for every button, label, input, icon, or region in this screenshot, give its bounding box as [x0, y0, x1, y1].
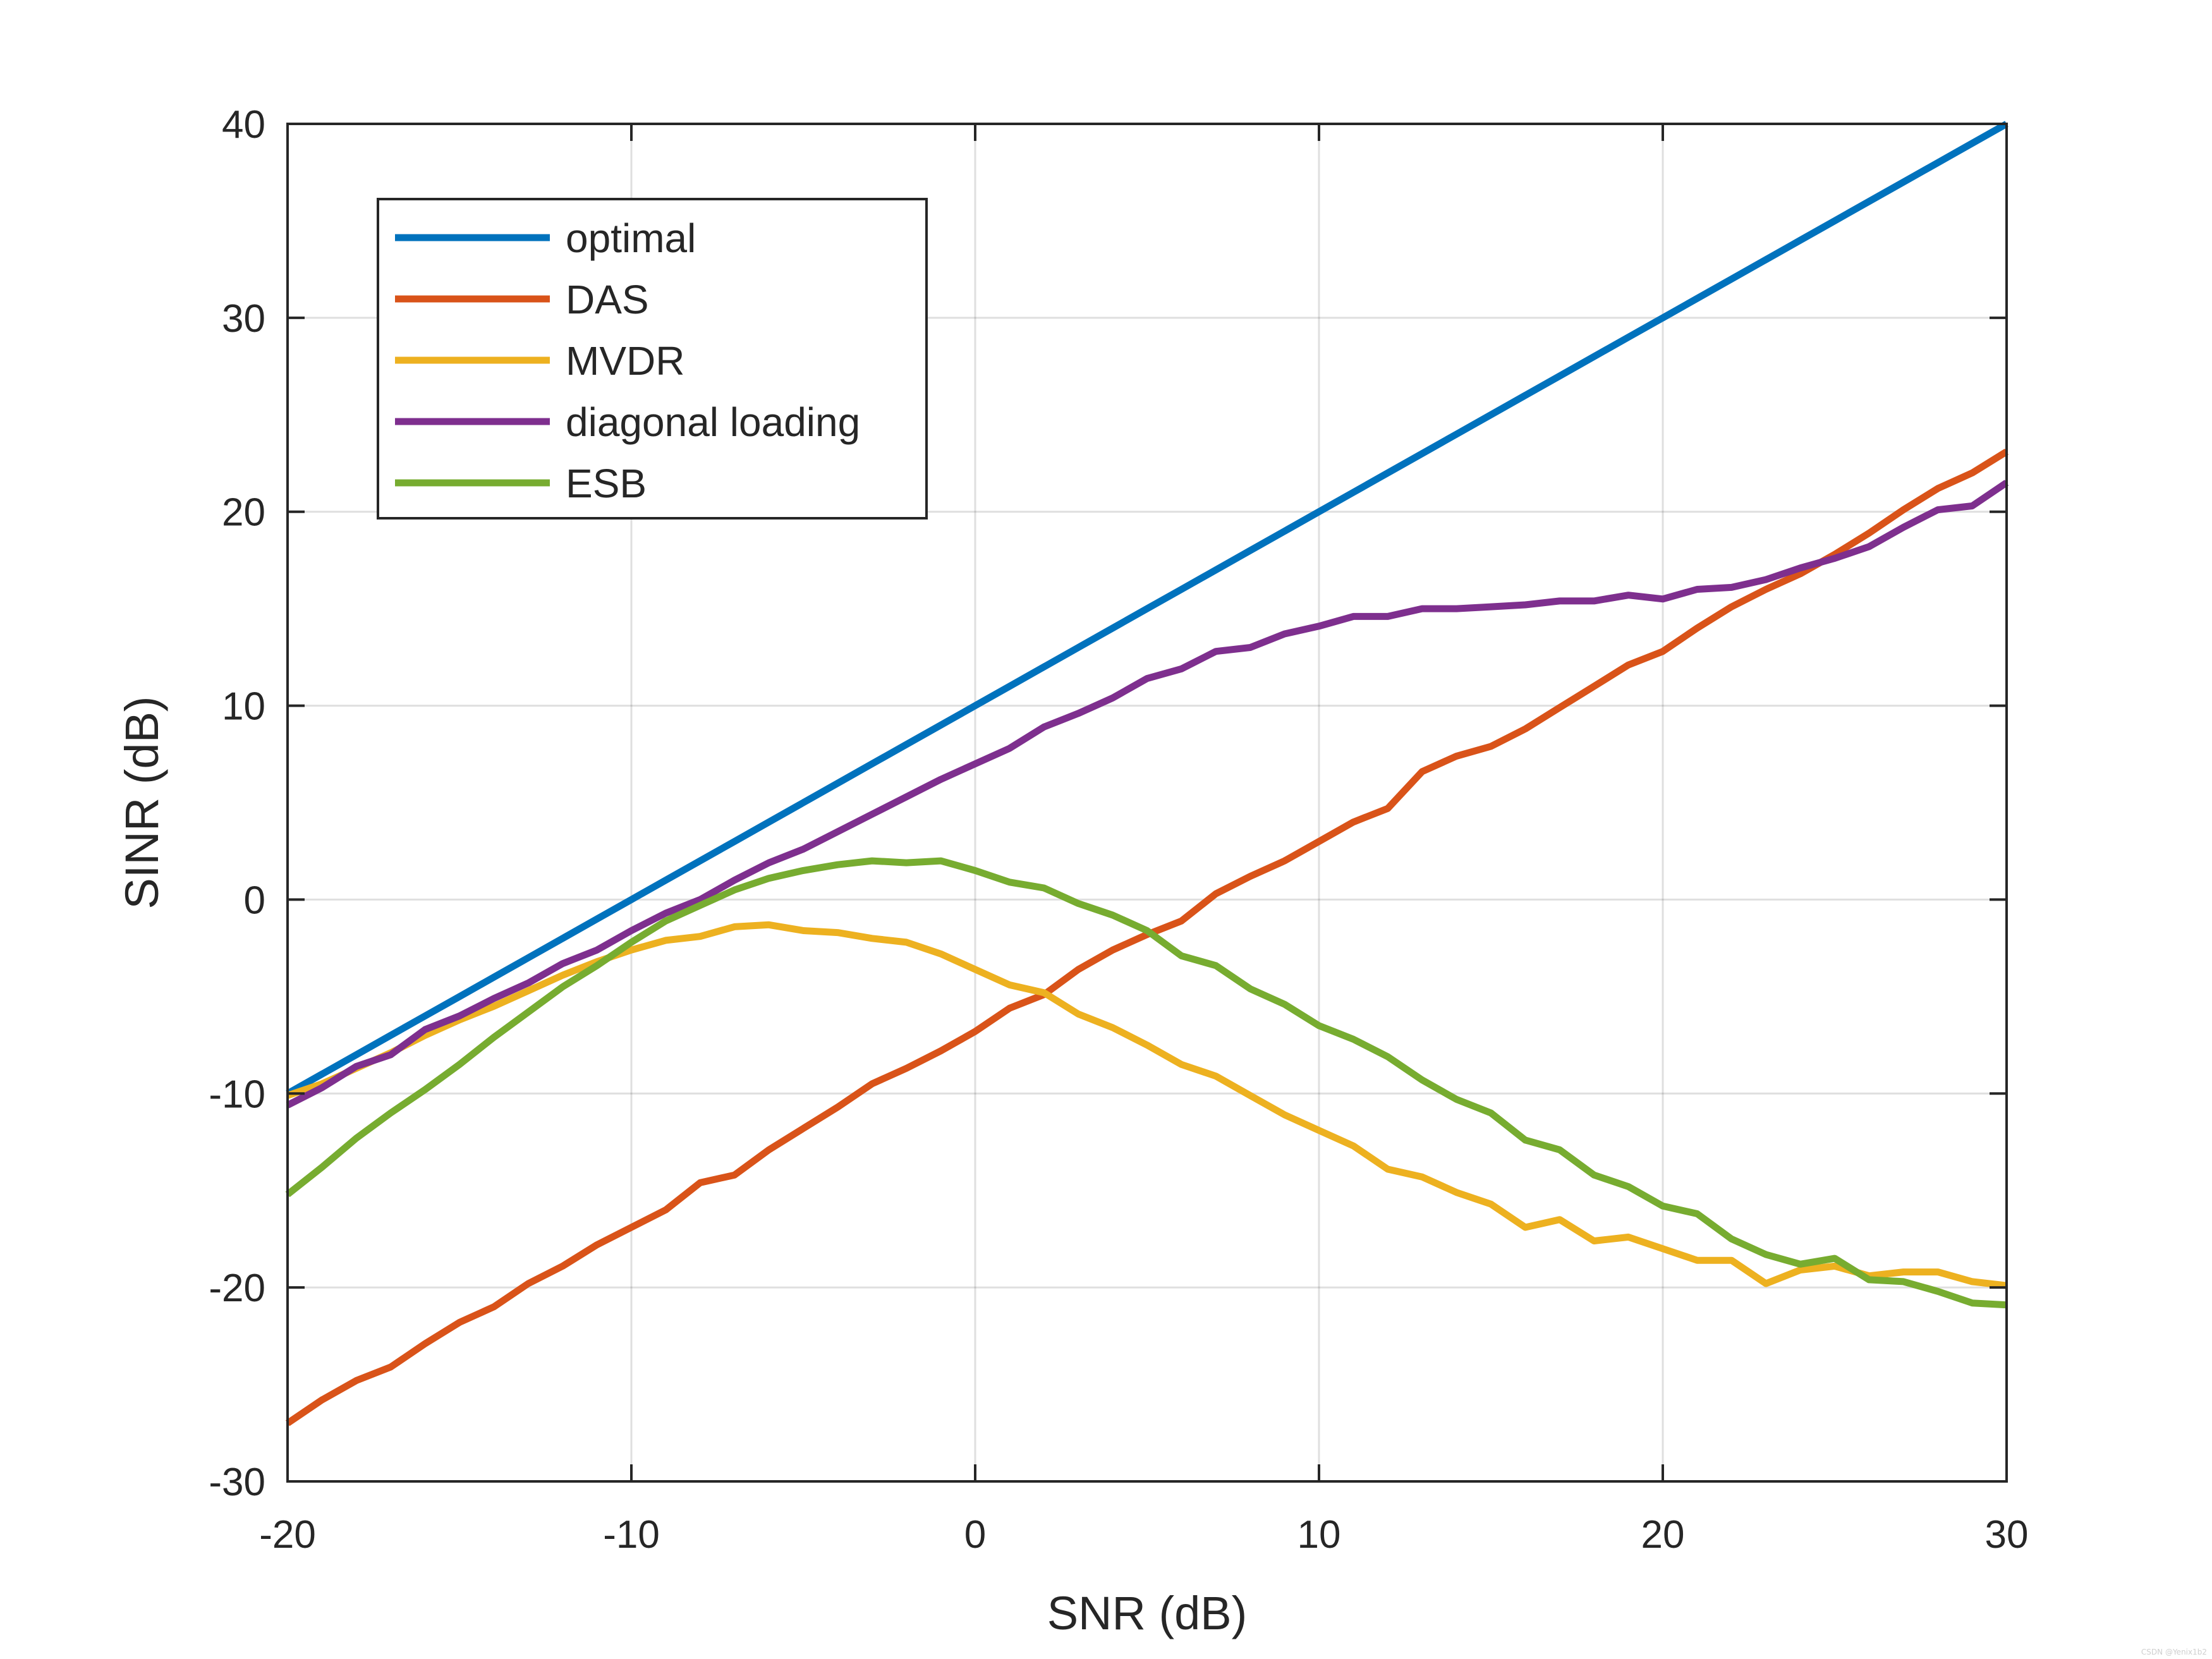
x-tick-label: 10: [1297, 1513, 1341, 1557]
y-tick-label: -30: [209, 1461, 265, 1504]
series-line-diagonal-loading: [286, 480, 2009, 1109]
x-tick-label: 0: [964, 1513, 986, 1557]
series-line-esb: [285, 857, 2007, 1309]
x-axis-label: SNR (dB): [1047, 1587, 1248, 1639]
y-tick-label: 40: [222, 103, 265, 147]
y-tick-label: 30: [222, 297, 265, 341]
legend-items: optimal DAS MVDR diagonal loading ESB: [395, 216, 860, 506]
legend-label-optimal: optimal: [566, 216, 696, 261]
watermark: CSDN @Yenix1b2: [2141, 1648, 2207, 1656]
x-tick-label: -20: [259, 1513, 316, 1557]
x-tick-label: 20: [1641, 1513, 1685, 1557]
legend-label-das: DAS: [566, 277, 649, 322]
y-tick-label: -10: [209, 1073, 265, 1116]
y-axis-label: SINR (dB): [116, 696, 168, 909]
y-tick-label: 10: [222, 685, 265, 729]
series-line-mvdr: [286, 921, 2007, 1289]
legend: optimal DAS MVDR diagonal loading ESB: [377, 198, 928, 520]
axis-ticks: [286, 123, 2008, 1483]
data-series: [285, 121, 2009, 1426]
y-tick-label: 20: [222, 491, 265, 535]
series-line-optimal: [286, 121, 2008, 1097]
x-tick-label: -10: [603, 1513, 660, 1557]
y-tick-label: 0: [244, 878, 265, 922]
x-tick-label: 30: [1985, 1513, 2029, 1557]
legend-label-mvdr: MVDR: [566, 338, 684, 384]
axes-box: [286, 123, 2008, 1483]
y-tick-labels: -30 -20 -10 0 10 20 30 40: [209, 103, 265, 1504]
x-tick-labels: -20 -10 0 10 20 30: [259, 1513, 2028, 1557]
legend-label-diagonal-loading: diagonal loading: [566, 399, 860, 445]
legend-label-esb: ESB: [566, 461, 647, 506]
y-tick-label: -20: [209, 1267, 265, 1310]
